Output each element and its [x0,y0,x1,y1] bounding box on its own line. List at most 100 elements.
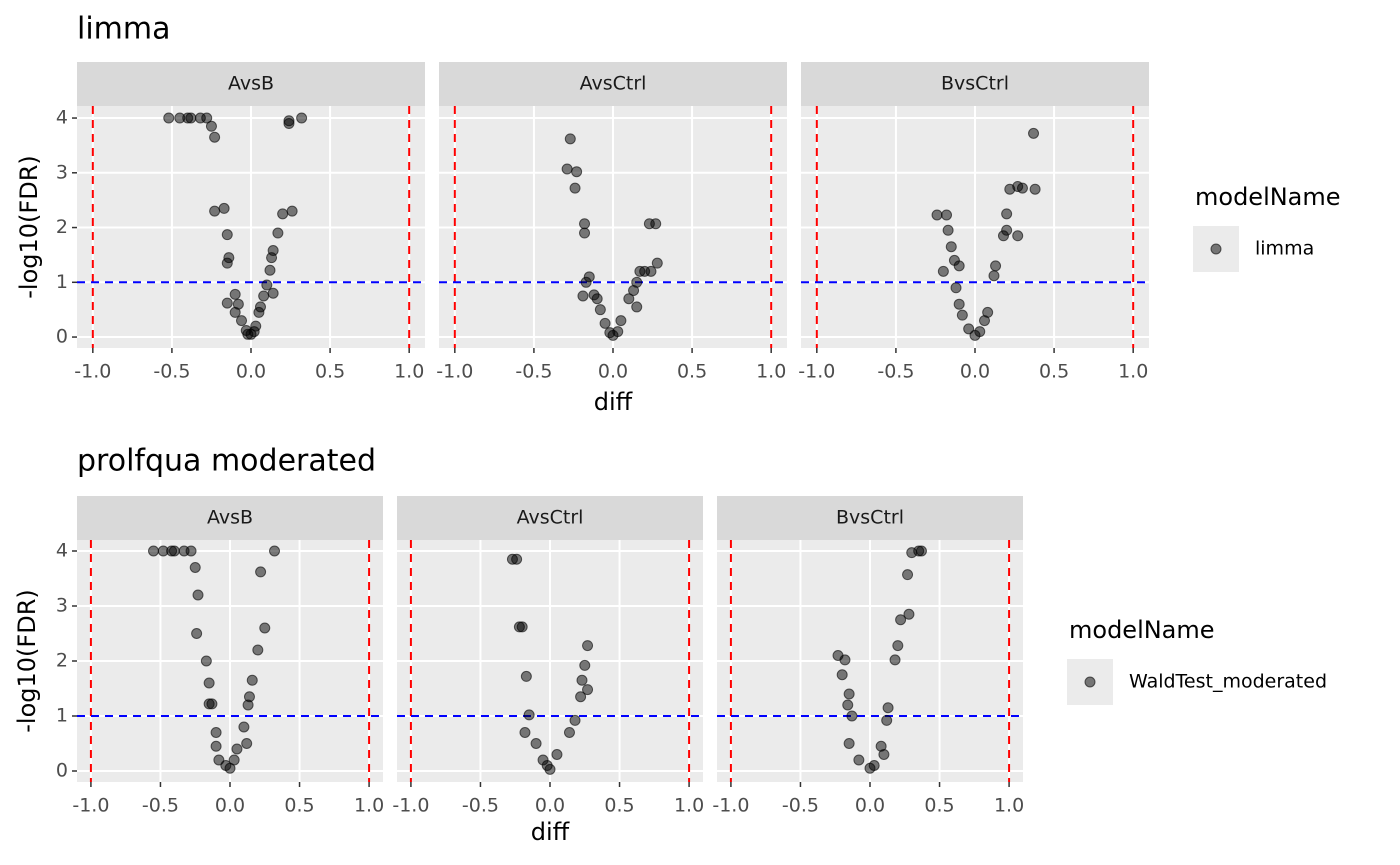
point [843,688,855,700]
point [516,621,528,633]
x-tick-label: 0.0 [535,795,565,817]
point [261,279,273,291]
point [931,209,943,221]
point [937,265,949,277]
point [209,205,221,217]
point [228,754,240,766]
y-tick-label: 3 [56,161,68,183]
point [942,224,954,236]
legend-title: modelName [1195,183,1341,211]
legend-label: WaldTest_moderated [1129,671,1327,693]
point [881,714,893,726]
legend-marker [1210,243,1222,255]
point [868,760,880,771]
point [258,290,270,302]
chart-title: prolfqua moderated [77,444,376,479]
y-tick-label: 4 [56,540,68,562]
point [242,328,254,340]
x-tick-label: 0.0 [215,795,245,817]
y-tick-label: 0 [56,760,68,782]
x-tick-label: -1.0 [712,795,749,817]
x-tick-label: 0.0 [960,361,990,383]
point [252,644,264,656]
strip-label: AvsB [228,73,274,95]
x-axis-label: diff [594,388,633,416]
point [579,227,591,239]
point [561,163,573,175]
point [203,677,215,689]
point [269,545,281,557]
x-tick-label: 0.5 [1039,361,1069,383]
point [220,760,232,771]
point [185,545,197,557]
strip-label: AvsCtrl [580,73,647,95]
point [277,208,289,220]
point [168,545,180,557]
point [185,112,197,124]
point [579,659,591,671]
point [974,326,986,338]
x-tick-label: 0.0 [236,361,266,383]
point [283,115,295,127]
point [264,264,276,276]
x-tick-label: 1.0 [394,361,424,383]
point [997,230,1009,242]
point [580,276,592,288]
point [1016,182,1028,194]
x-tick-label: -1.0 [798,361,835,383]
point [205,120,217,132]
x-tick-label: -0.5 [877,361,914,383]
y-tick-label: 1 [56,271,68,293]
point [221,297,233,309]
x-tick-label: 0.5 [604,795,634,817]
point [882,702,894,714]
x-tick-label: 0.5 [924,795,954,817]
point [634,265,646,277]
x-tick-label: 0.5 [315,361,345,383]
point [645,265,657,277]
point [963,323,975,335]
point [530,738,542,749]
point [520,670,532,682]
x-tick-label: -0.5 [142,795,179,817]
point [163,112,175,124]
point [1004,183,1016,195]
point [571,166,583,178]
point [296,112,308,124]
point [229,288,241,300]
chart-title: limma [77,12,171,47]
point [201,112,213,124]
point [839,654,851,666]
point [953,298,965,310]
y-tick-label: 2 [56,650,68,672]
point [892,640,904,652]
legend-marker [1084,676,1096,688]
point [628,285,640,297]
point [569,714,581,726]
point [651,257,663,269]
point [1001,208,1013,220]
point [903,608,915,620]
point [200,655,212,667]
strip [717,496,1023,540]
point [286,205,298,217]
point [902,569,914,581]
point [1029,183,1041,195]
point [878,749,890,760]
point [623,293,635,305]
strip [77,496,383,540]
point [242,699,254,711]
point [541,760,553,771]
y-tick-label: 0 [56,326,68,348]
point [241,738,253,749]
point [612,326,624,338]
legend-label: limma [1255,238,1314,260]
strip-label: AvsB [207,507,253,529]
point [576,674,588,686]
point [255,566,267,578]
point [191,628,203,639]
point [221,229,233,241]
x-tick-label: -1.0 [436,361,473,383]
